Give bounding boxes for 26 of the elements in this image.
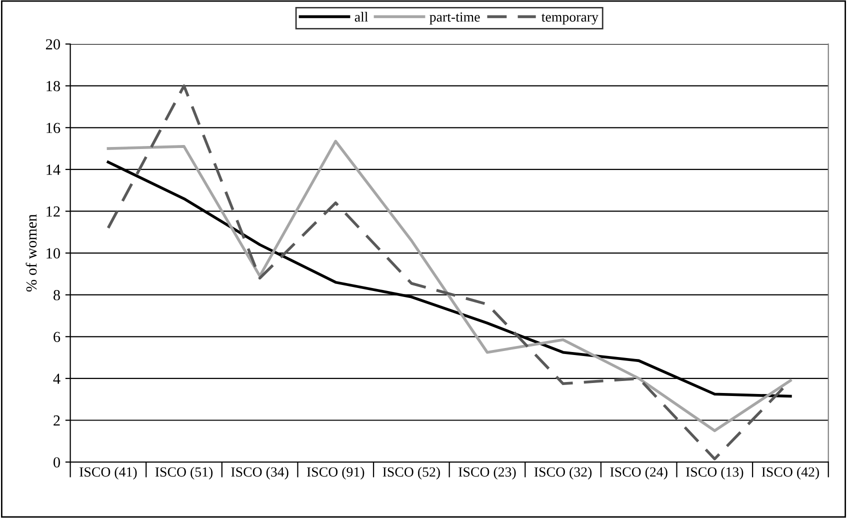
legend-label: temporary [542,14,598,25]
x-tick-label: ISCO (91) [307,466,364,480]
x-tick-label: ISCO (32) [534,466,592,480]
x-tick-label: ISCO (42) [762,466,819,480]
y-tick-label: 4 [53,374,60,384]
y-tick-label: 16 [46,122,60,134]
y-tick-label: 6 [54,332,60,342]
x-tick-label: ISCO (23) [458,466,516,480]
x-tick-label: ISCO (13) [686,466,744,480]
x-tick-label: ISCO (51) [155,466,213,480]
y-tick-label: 10 [46,248,60,258]
y-tick-label: 14 [46,164,60,175]
x-tick-label: ISCO (34) [231,466,288,480]
y-tick-label: 20 [46,39,60,50]
y-tick-label: 18 [46,80,60,92]
x-tick-label: ISCO (24) [610,466,668,480]
y-tick-label: 0 [54,457,60,468]
y-tick-label: 12 [46,206,60,217]
legend-label: all [354,12,368,22]
line-series [106,140,792,432]
y-axis-title: % of women [26,214,37,292]
y-tick-label: 8 [54,290,60,300]
legend-label: part-time [430,12,480,25]
x-tick-label: ISCO (41) [80,466,137,480]
x-tick-label: ISCO (52) [382,466,440,480]
y-tick-label: 2 [54,415,60,426]
